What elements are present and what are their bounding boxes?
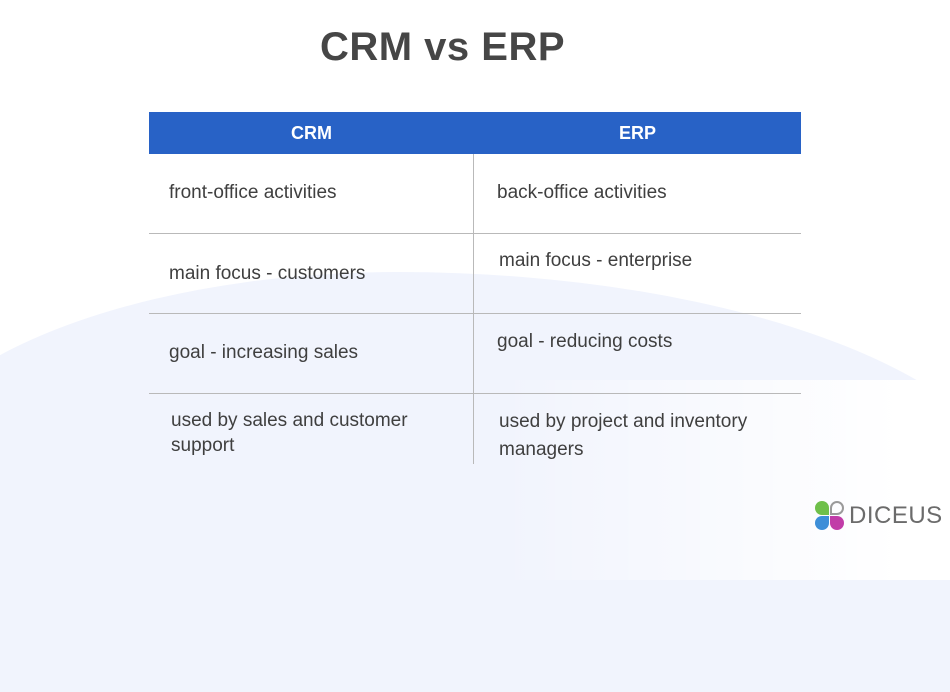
table-row: main focus - customers main focus - ente… [149,234,801,314]
page-title: CRM vs ERP [319,25,566,69]
table-row: goal - increasing sales goal - reducing … [149,314,801,394]
logo-text: DICEUS [849,502,943,529]
crm-cell: front-office activities [149,154,474,233]
crm-cell: main focus - customers [149,234,474,313]
erp-cell: goal - reducing costs [497,331,673,352]
clover-logo-icon [815,501,845,531]
crm-cell: goal - increasing sales [149,314,474,393]
erp-cell: main focus - enterprise [499,250,693,271]
table-row: used by sales and customer support used … [149,394,801,464]
header-crm: CRM [291,122,332,143]
diceus-logo: DICEUS [815,501,943,531]
comparison-table: CRM ERP front-office activities back-off… [149,112,801,464]
erp-cell: used by project and inventory managers [499,411,748,460]
header-erp: ERP [618,122,656,143]
erp-cell: back-office activities [497,182,667,203]
table-row: front-office activities back-office acti… [149,154,801,234]
crm-cell: used by sales and customer support [149,394,474,464]
table-header: CRM ERP [149,112,801,154]
